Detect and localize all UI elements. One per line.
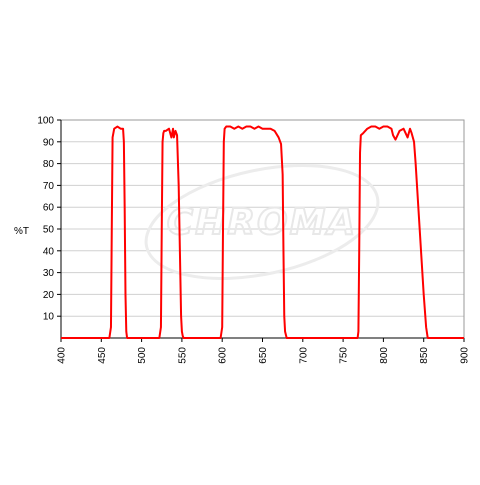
x-tick-label: 400 bbox=[57, 347, 68, 364]
y-tick-label: 10 bbox=[43, 312, 55, 323]
transmission-curve-line bbox=[61, 125, 464, 339]
series bbox=[61, 125, 464, 339]
watermark-swoosh bbox=[144, 164, 380, 280]
watermark-logo-text: CHROMA bbox=[167, 202, 358, 243]
y-tick-label: 100 bbox=[37, 116, 54, 127]
x-tick-label: 700 bbox=[298, 347, 309, 364]
y-tick-label: 40 bbox=[43, 246, 55, 257]
y-tick-label: 70 bbox=[43, 181, 55, 192]
y-tick-label: 30 bbox=[43, 268, 55, 279]
x-tick-label: 800 bbox=[379, 347, 390, 364]
x-tick-label: 500 bbox=[137, 347, 148, 364]
x-tick-label: 850 bbox=[419, 347, 430, 364]
x-tick-label: 450 bbox=[97, 347, 108, 364]
y-tick-label: 90 bbox=[43, 137, 55, 148]
y-tick-label: 60 bbox=[43, 203, 55, 214]
x-tick-label: 750 bbox=[339, 347, 350, 364]
x-tick-label: 900 bbox=[460, 347, 471, 364]
y-tick-label: 50 bbox=[43, 225, 55, 236]
y-tick-label: 20 bbox=[43, 290, 55, 301]
x-tick-label: 550 bbox=[177, 347, 188, 364]
x-tick-label: 600 bbox=[218, 347, 229, 364]
y-tick-label: 80 bbox=[43, 159, 55, 170]
tick-labels: 10 20 30 40 50 60 70 80 90 100 400 450 500 550 600 650 7… bbox=[37, 116, 470, 364]
x-tick-label: 650 bbox=[258, 347, 269, 364]
watermark: CHROMA bbox=[144, 164, 380, 280]
y-axis-title: %T bbox=[14, 226, 29, 237]
